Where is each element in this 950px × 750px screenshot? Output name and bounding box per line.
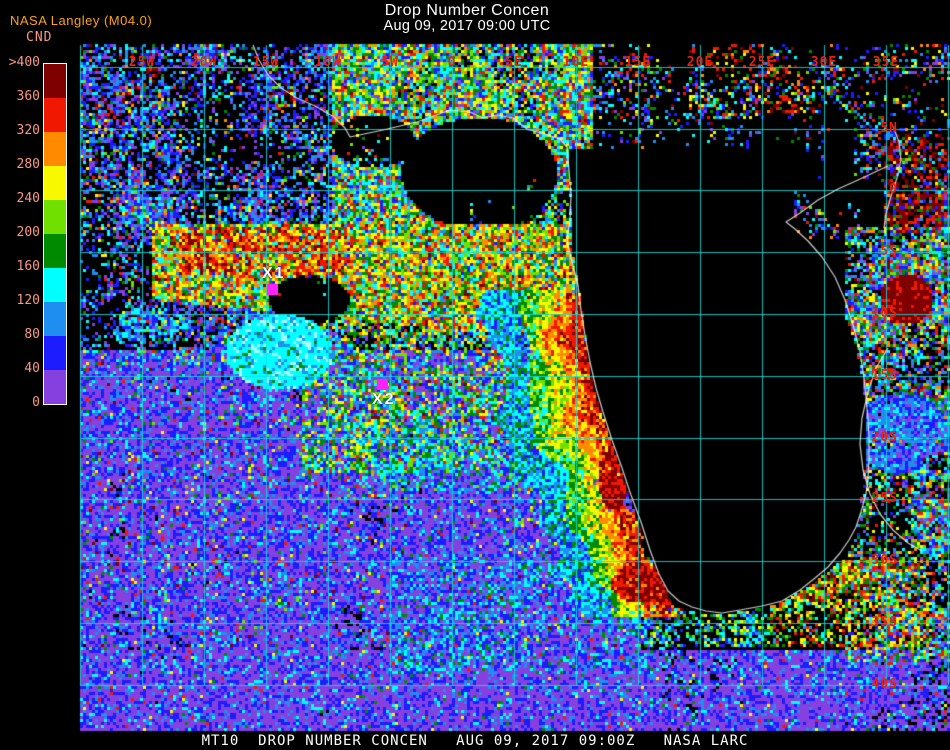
- colorbar-tick-label: 240: [16, 191, 40, 206]
- colorbar-segment: [44, 98, 66, 132]
- colorbar-segment: [44, 268, 66, 302]
- longitude-label: 25W: [128, 55, 156, 70]
- longitude-label: 20W: [190, 55, 218, 70]
- latitude-label: 0: [889, 182, 898, 197]
- colorbar-tick-label: 360: [16, 89, 40, 104]
- longitude-label: 10E: [562, 55, 590, 70]
- colorbar-tick-label: 80: [24, 327, 40, 342]
- colorbar-tick-label: 120: [16, 293, 40, 308]
- timestamp-subtitle: Aug 09, 2017 09:00 UTC: [383, 18, 551, 34]
- colorbar-segment: [44, 166, 66, 200]
- latitude-label: 5S: [880, 244, 898, 259]
- colorbar-segment: [44, 370, 66, 404]
- latitude-label: 10S: [871, 306, 898, 321]
- colorbar-title: CND: [26, 30, 53, 45]
- latitude-label: 20S: [871, 430, 898, 445]
- longitude-label: 15E: [624, 55, 652, 70]
- colorbar-segment: [44, 132, 66, 166]
- latitude-label: 35S: [871, 615, 898, 630]
- marker-label-x1: X1: [262, 265, 286, 282]
- colorbar-segment: [44, 200, 66, 234]
- latitude-label: 15S: [871, 368, 898, 383]
- colorbar-tick-label: >400: [8, 55, 40, 70]
- colorbar-tick-label: 200: [16, 225, 40, 240]
- latitude-label: 5N: [880, 121, 898, 136]
- colorbar-tick-label: 320: [16, 123, 40, 138]
- latitude-label: 30S: [871, 553, 898, 568]
- colorbar-segment: [44, 234, 66, 268]
- longitude-label: 25E: [748, 55, 776, 70]
- colorbar-tick-label: 0: [32, 395, 40, 410]
- colorbar-tick-label: 280: [16, 157, 40, 172]
- longitude-label: 30E: [810, 55, 838, 70]
- longitude-label: 0: [447, 55, 457, 70]
- marker-label-x2: X2: [372, 391, 396, 408]
- longitude-label: 15W: [252, 55, 280, 70]
- colorbar: [43, 63, 67, 405]
- colorbar-segment: [44, 64, 66, 98]
- longitude-label: 20E: [686, 55, 714, 70]
- latitude-label: 40S: [871, 677, 898, 692]
- colorbar-tick-label: 40: [24, 361, 40, 376]
- page-title: Drop Number Concen: [384, 2, 550, 19]
- colorbar-segment: [44, 302, 66, 336]
- colorbar-tick-label: 160: [16, 259, 40, 274]
- nasa-langley-credit: NASA Langley (M04.0): [10, 13, 153, 28]
- longitude-label: 10W: [314, 55, 342, 70]
- longitude-label: 5E: [505, 55, 523, 70]
- marker-square-x2: [377, 379, 388, 390]
- footer-caption: MT10 DROP NUMBER CONCEN AUG 09, 2017 09:…: [201, 733, 749, 749]
- latitude-label: 25S: [871, 491, 898, 506]
- longitude-label: 35E: [872, 55, 900, 70]
- longitude-label: 5W: [381, 55, 399, 70]
- marker-square-x1: [267, 284, 278, 295]
- colorbar-segment: [44, 336, 66, 370]
